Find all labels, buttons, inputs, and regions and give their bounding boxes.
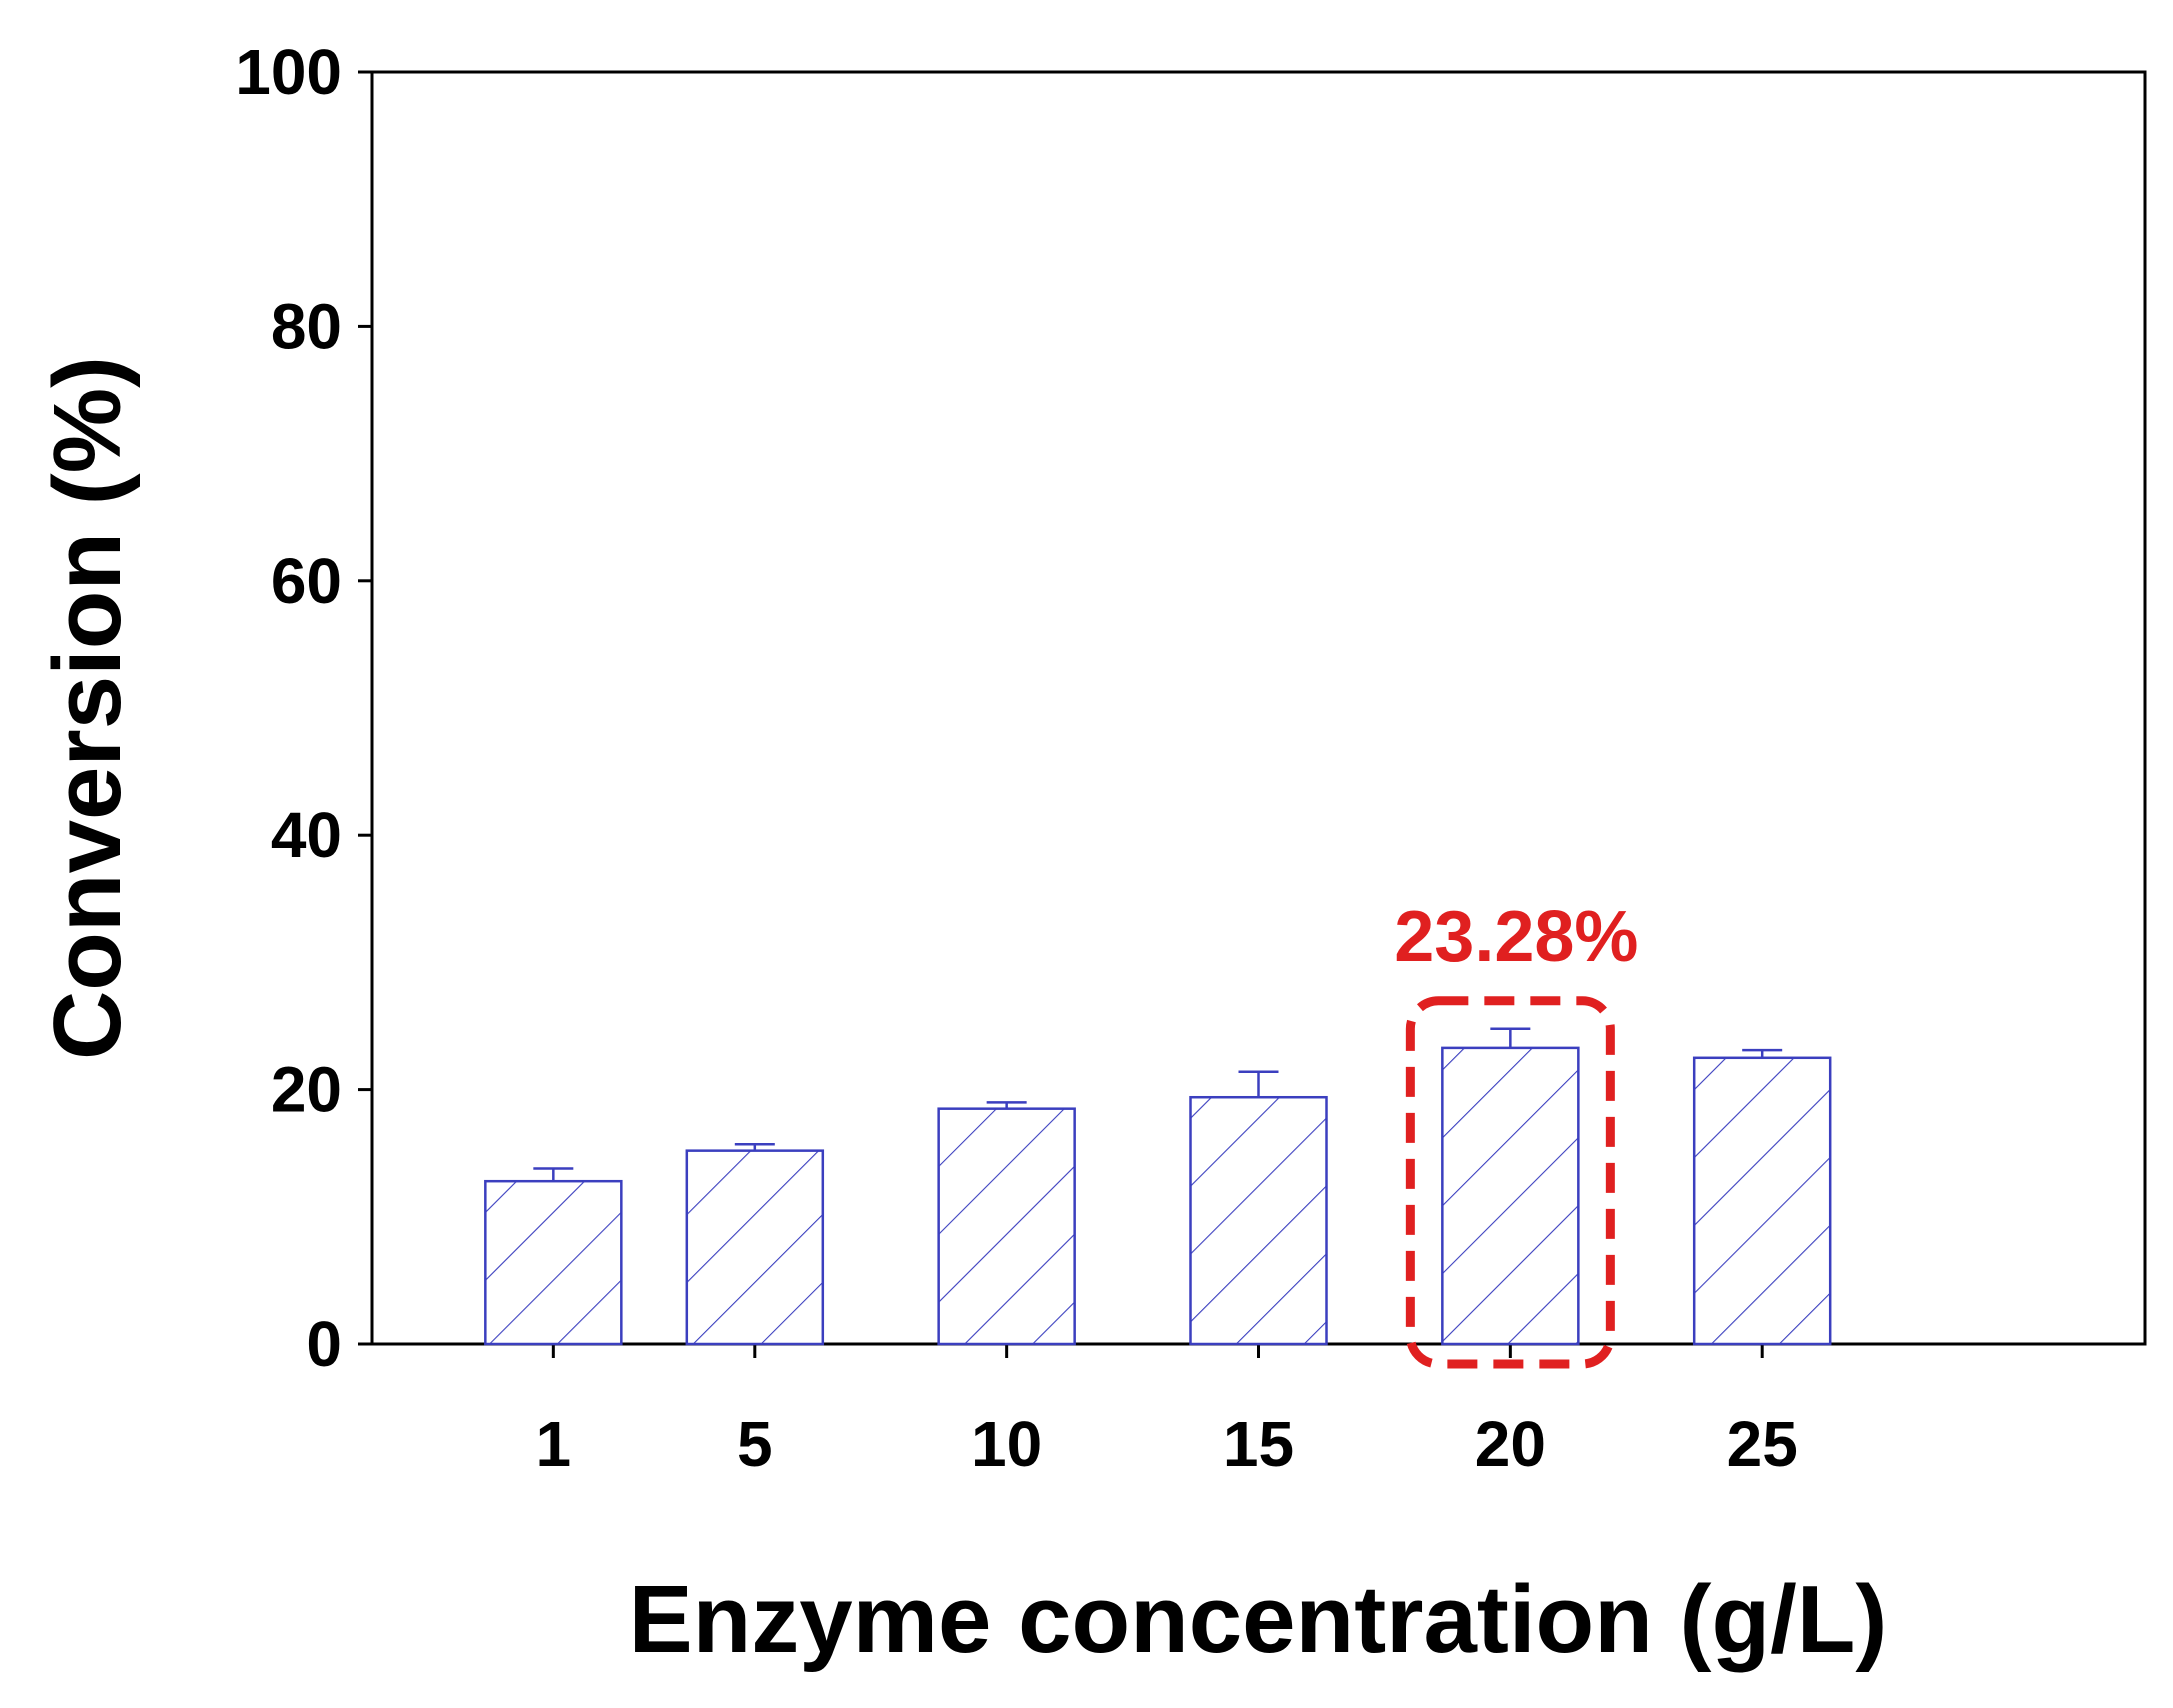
y-axis: 0 20 40 60 80 100: [235, 36, 372, 1380]
y-axis-title: Conversion (%): [34, 356, 141, 1060]
y-tick-label: 60: [271, 545, 342, 617]
x-axis: 1 5 10 15 20 25: [536, 1344, 1798, 1480]
x-tick-label: 1: [536, 1408, 572, 1480]
annotation-label: 23.28%: [1394, 897, 1638, 977]
y-tick-label: 80: [271, 290, 342, 362]
x-axis-title: Enzyme concentration (g/L): [629, 1566, 1888, 1673]
bar-25: [1692, 1056, 1832, 1346]
bar-20: [1441, 1046, 1580, 1346]
x-tick-label: 20: [1475, 1408, 1546, 1480]
y-tick-label: 40: [271, 799, 342, 871]
bar-10: [937, 1107, 1076, 1346]
bars: [484, 1027, 1832, 1346]
y-tick-label: 100: [235, 36, 342, 108]
highlight-annotation: 23.28%: [1394, 897, 1638, 1369]
bar-15: [1189, 1095, 1328, 1346]
y-tick-label: 0: [306, 1308, 342, 1380]
x-tick-label: 25: [1727, 1408, 1798, 1480]
bar-1: [484, 1179, 623, 1346]
bar-5: [685, 1149, 825, 1346]
x-tick-label: 10: [971, 1408, 1042, 1480]
x-tick-label: 5: [737, 1408, 773, 1480]
y-tick-label: 20: [271, 1054, 342, 1126]
x-tick-label: 15: [1223, 1408, 1294, 1480]
highlight-box: [1405, 996, 1615, 1369]
